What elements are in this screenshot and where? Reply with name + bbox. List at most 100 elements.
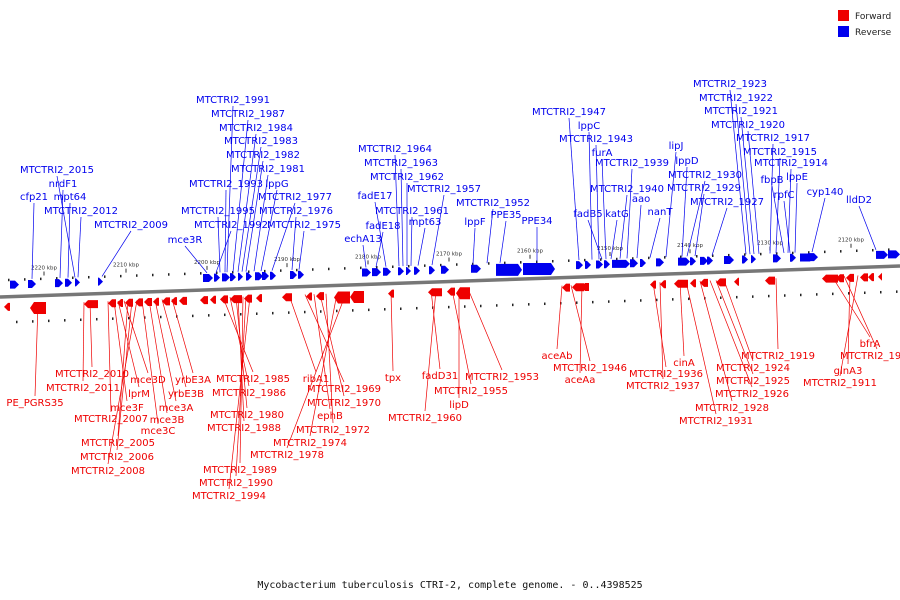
reverse-gene-label: lldD2	[846, 195, 872, 206]
forward-gene	[878, 272, 882, 281]
reverse-gene-label: cyp140	[807, 187, 844, 198]
forward-connector	[89, 301, 93, 368]
forward-gene	[650, 280, 656, 289]
minor-tick	[48, 319, 50, 323]
reverse-connector	[241, 146, 262, 272]
legend-reverse-swatch	[838, 26, 849, 37]
reverse-connector	[769, 143, 774, 254]
forward-gene	[230, 295, 242, 304]
forward-connector	[161, 299, 187, 388]
forward-connector	[117, 300, 129, 437]
minor-tick	[360, 266, 362, 270]
reverse-gene-label: MTCTRI2_1975	[267, 220, 341, 231]
forward-gene-label: PE_PGRS35	[6, 398, 63, 409]
minor-tick	[472, 262, 474, 266]
forward-gene	[765, 276, 775, 285]
minor-tick	[672, 298, 674, 301]
reverse-gene-label: MTCTRI2_1983	[224, 136, 298, 147]
connector-layer	[31, 89, 878, 490]
reverse-gene-label: rpfC	[774, 190, 795, 201]
tick-label: 2220 kbp	[31, 265, 57, 271]
minor-tick	[56, 277, 58, 280]
minor-tick	[352, 309, 354, 312]
minor-tick	[184, 272, 186, 276]
reverse-gene-label: MTCTRI2_1957	[407, 184, 481, 195]
forward-gene	[334, 291, 350, 304]
minor-tick	[32, 320, 34, 323]
minor-tick	[720, 296, 722, 299]
forward-gene	[674, 279, 688, 288]
minor-tick	[712, 254, 714, 257]
reverse-connector	[636, 204, 642, 259]
minor-tick	[688, 297, 690, 301]
forward-gene-label: MTCTRI2_1990	[199, 478, 273, 489]
reverse-connector	[31, 202, 35, 279]
reverse-connector	[665, 151, 677, 258]
forward-gene-label: MTCTRI2_1937	[626, 381, 700, 392]
forward-gene-label: glnA3	[834, 366, 863, 377]
forward-gene	[836, 274, 844, 283]
minor-tick	[248, 270, 250, 273]
forward-gene	[135, 298, 143, 307]
reverse-connector	[410, 216, 413, 266]
forward-gene-label: mce3B	[150, 415, 185, 426]
reverse-gene	[406, 267, 411, 276]
reverse-gene	[246, 272, 252, 281]
reverse-gene	[630, 259, 638, 268]
forward-connector	[451, 289, 472, 385]
forward-connector	[171, 298, 194, 374]
forward-gene-label: MTCTRI2_2011	[46, 383, 120, 394]
reverse-connector	[499, 220, 507, 263]
forward-connector	[235, 296, 247, 477]
forward-gene-label: MTCTRI2_1986	[212, 388, 286, 399]
reverse-connector	[400, 168, 404, 267]
reverse-gene	[604, 260, 610, 269]
minor-tick	[296, 268, 298, 272]
reverse-gene-label: MTCTRI2_1923	[693, 79, 767, 90]
reverse-gene	[742, 255, 748, 264]
forward-connector	[467, 288, 503, 371]
forward-connector	[148, 299, 168, 414]
reverse-connector	[101, 230, 132, 277]
reverse-gene-label: lipJ	[669, 141, 684, 152]
reverse-gene	[398, 267, 404, 276]
reverse-gene-label: MTCTRI2_1922	[699, 93, 773, 104]
forward-gene-label: MTCTRI2_1960	[388, 413, 462, 424]
reverse-gene	[585, 260, 591, 269]
reverse-gene-label: lppF	[464, 217, 485, 228]
reverse-connector	[56, 175, 76, 278]
forward-gene-label: MTCTRI2_2005	[81, 438, 155, 449]
forward-gene-label: lprM	[128, 389, 150, 400]
minor-tick	[168, 273, 170, 276]
forward-connector	[839, 275, 859, 377]
forward-connector	[107, 301, 112, 413]
forward-connector	[424, 289, 437, 412]
reverse-gene	[724, 256, 734, 265]
minor-tick	[448, 305, 450, 309]
forward-connector	[652, 282, 667, 368]
forward-gene-label: MTCTRI2_1946	[553, 363, 627, 374]
reverse-connector	[610, 219, 618, 260]
forward-gene	[200, 296, 208, 305]
reverse-gene-label: lppG	[265, 179, 288, 190]
reverse-gene-label: fadB5	[573, 209, 602, 220]
reverse-connector	[619, 194, 628, 259]
reverse-gene	[441, 265, 449, 274]
reverse-connector	[601, 158, 607, 260]
minor-tick	[528, 303, 530, 306]
reverse-connector	[59, 189, 64, 278]
reverse-gene-label: MTCTRI2_2015	[20, 165, 94, 176]
reverse-gene-label: MTCTRI2_1921	[704, 106, 778, 117]
forward-gene-label: mce3D	[130, 375, 166, 386]
reverse-gene	[203, 274, 213, 283]
reverse-gene-label: MTCTRI2_1939	[595, 158, 669, 169]
minor-tick	[776, 252, 778, 255]
minor-tick	[824, 250, 826, 254]
forward-connector	[82, 302, 85, 382]
forward-connector	[288, 294, 317, 373]
reverse-gene	[496, 263, 522, 276]
reverse-gene-label: MTCTRI2_1964	[358, 144, 432, 155]
legend-forward-label: Forward	[855, 12, 891, 22]
